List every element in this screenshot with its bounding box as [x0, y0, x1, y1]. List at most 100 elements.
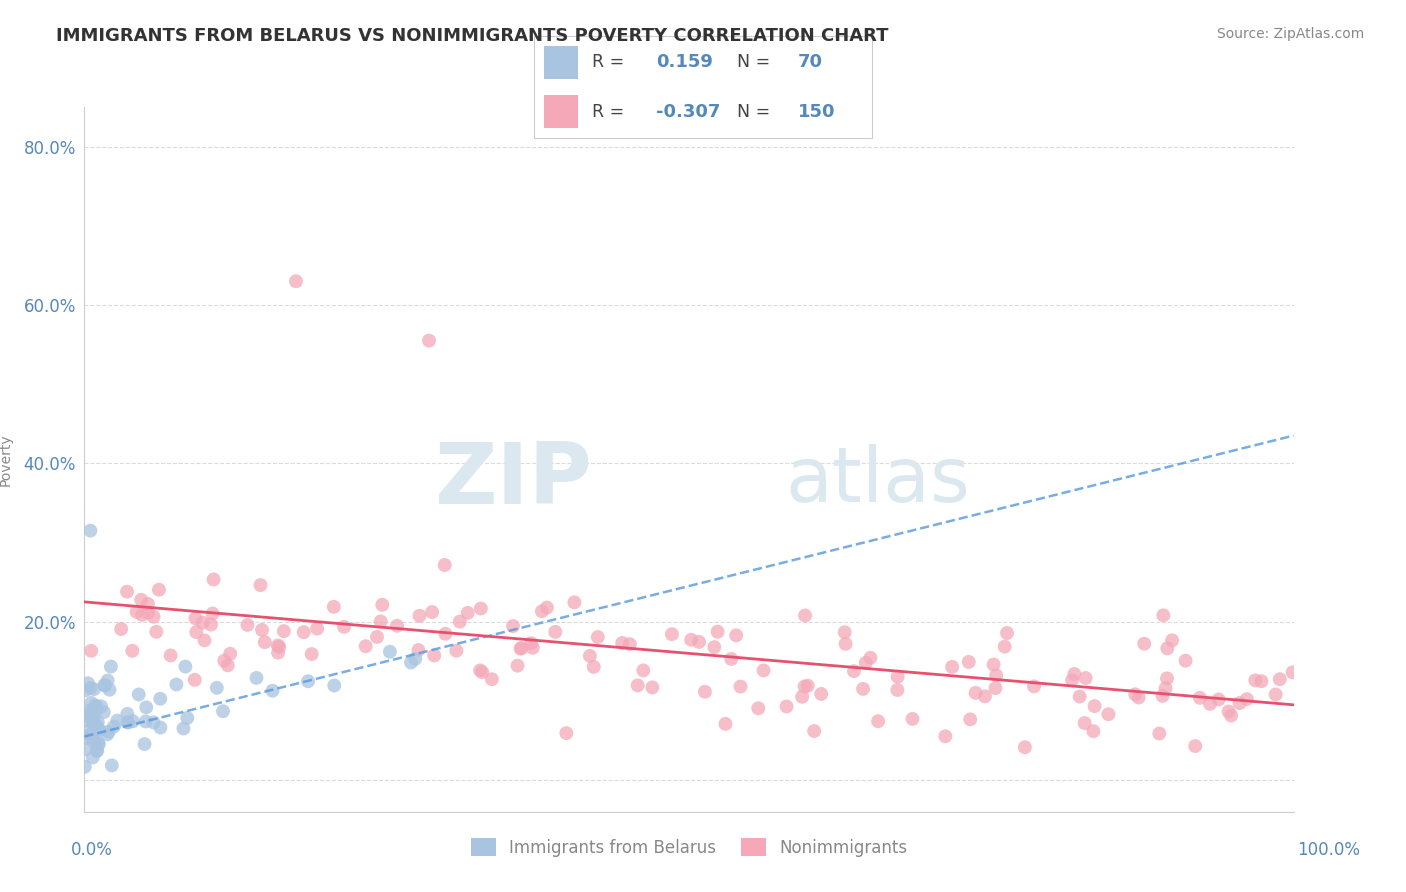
Point [250, 623, 273, 637]
Bar [544, 95, 578, 128]
Point [205, 681, 228, 695]
Point [1156, 641, 1178, 656]
Point [122, 714, 145, 729]
Point [101, 758, 124, 772]
Point [77, 709, 100, 723]
Point [366, 630, 388, 644]
Point [89, 723, 111, 738]
Point [1218, 705, 1240, 719]
Text: 100.0%: 100.0% [1298, 840, 1360, 858]
Point [886, 670, 908, 684]
Point [79, 723, 101, 738]
Point [82, 714, 104, 728]
Point [200, 617, 222, 632]
Point [1022, 680, 1045, 694]
Point [886, 683, 908, 698]
Point [370, 615, 392, 629]
Point [82, 750, 104, 764]
Point [217, 658, 239, 673]
Point [96, 727, 118, 741]
Point [661, 627, 683, 641]
Point [457, 606, 479, 620]
Point [148, 582, 170, 597]
Point [706, 624, 728, 639]
Point [797, 679, 820, 693]
Point [80, 644, 103, 658]
Point [136, 597, 159, 611]
Point [94, 679, 117, 693]
Point [1220, 708, 1243, 723]
Point [249, 578, 271, 592]
Point [93, 678, 115, 692]
Point [564, 595, 586, 609]
Text: Source: ZipAtlas.com: Source: ZipAtlas.com [1216, 27, 1364, 41]
Point [1236, 692, 1258, 706]
Point [117, 715, 139, 730]
Y-axis label: Poverty: Poverty [0, 434, 13, 485]
Point [471, 665, 494, 680]
Point [236, 618, 259, 632]
Text: 0.159: 0.159 [655, 54, 713, 71]
Point [176, 711, 198, 725]
Point [1133, 637, 1156, 651]
Point [579, 648, 602, 663]
Point [530, 604, 553, 618]
Point [1208, 692, 1230, 706]
Point [297, 674, 319, 689]
Point [984, 681, 1007, 695]
Point [253, 635, 276, 649]
Point [502, 619, 524, 633]
Point [1161, 633, 1184, 648]
Point [842, 664, 865, 678]
Point [1199, 697, 1222, 711]
Point [1128, 690, 1150, 705]
Point [901, 712, 924, 726]
Point [354, 639, 377, 653]
Text: 70: 70 [797, 54, 823, 71]
Point [323, 679, 346, 693]
Point [84, 699, 107, 714]
Point [399, 656, 422, 670]
Point [1074, 671, 1097, 685]
Point [1152, 689, 1174, 703]
Point [145, 624, 167, 639]
Point [408, 643, 430, 657]
Point [1244, 673, 1267, 688]
Point [87, 737, 110, 751]
Point [84, 736, 107, 750]
Point [87, 736, 110, 750]
Legend: Immigrants from Belarus, Nonimmigrants: Immigrants from Belarus, Nonimmigrants [464, 831, 914, 863]
Point [688, 635, 710, 649]
Point [775, 699, 797, 714]
Point [301, 647, 323, 661]
Point [103, 719, 125, 733]
Point [747, 701, 769, 715]
Text: R =: R = [592, 54, 624, 71]
Point [79, 681, 101, 695]
Point [82, 732, 104, 747]
Point [834, 637, 856, 651]
Point [149, 691, 172, 706]
Point [794, 608, 817, 623]
Point [385, 619, 408, 633]
Point [159, 648, 181, 663]
Point [269, 640, 291, 654]
Point [619, 637, 641, 651]
Point [79, 524, 101, 538]
Point [994, 640, 1017, 654]
Point [82, 716, 104, 731]
Point [77, 704, 100, 718]
Point [555, 726, 578, 740]
Point [292, 625, 315, 640]
Point [267, 646, 290, 660]
Point [793, 680, 815, 694]
Point [418, 334, 440, 348]
Point [142, 715, 165, 730]
Point [983, 657, 1005, 672]
Point [202, 573, 225, 587]
Point [245, 671, 267, 685]
Point [79, 728, 101, 742]
Point [75, 742, 97, 756]
Point [86, 699, 108, 714]
Point [934, 729, 956, 743]
